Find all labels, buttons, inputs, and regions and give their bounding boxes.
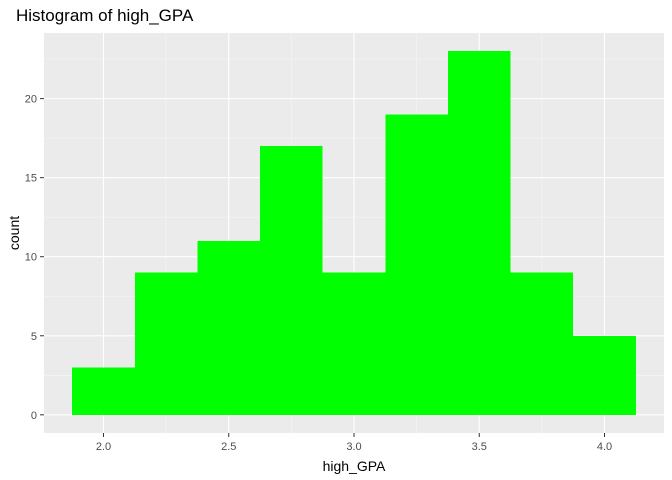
- histogram-bar: [72, 367, 135, 415]
- chart-title: Histogram of high_GPA: [16, 6, 194, 25]
- x-axis-title: high_GPA: [323, 458, 386, 474]
- y-tick-label: 5: [31, 331, 37, 343]
- y-tick-label: 10: [25, 252, 37, 264]
- y-axis: 0 5 10 15 20: [25, 94, 44, 422]
- histogram-bar: [260, 146, 323, 415]
- histogram-bars: [72, 51, 636, 415]
- histogram-bar: [322, 272, 386, 415]
- histogram-bar: [134, 272, 198, 415]
- x-axis: 2.0 2.5 3.0 3.5 4.0: [96, 433, 612, 453]
- x-tick-label: 4.0: [597, 441, 612, 453]
- x-tick-label: 2.0: [96, 441, 111, 453]
- y-tick-label: 0: [31, 410, 37, 422]
- histogram-bar: [197, 240, 261, 415]
- histogram-bar: [573, 335, 636, 415]
- y-axis-title: count: [6, 216, 22, 250]
- x-tick-label: 3.0: [346, 441, 361, 453]
- y-tick-label: 20: [25, 94, 37, 106]
- histogram-bar: [510, 272, 574, 415]
- y-tick-label: 15: [25, 173, 37, 185]
- x-tick-label: 3.5: [472, 441, 487, 453]
- x-tick-label: 2.5: [221, 441, 236, 453]
- histogram-bar: [447, 51, 511, 415]
- histogram-bar: [385, 114, 448, 415]
